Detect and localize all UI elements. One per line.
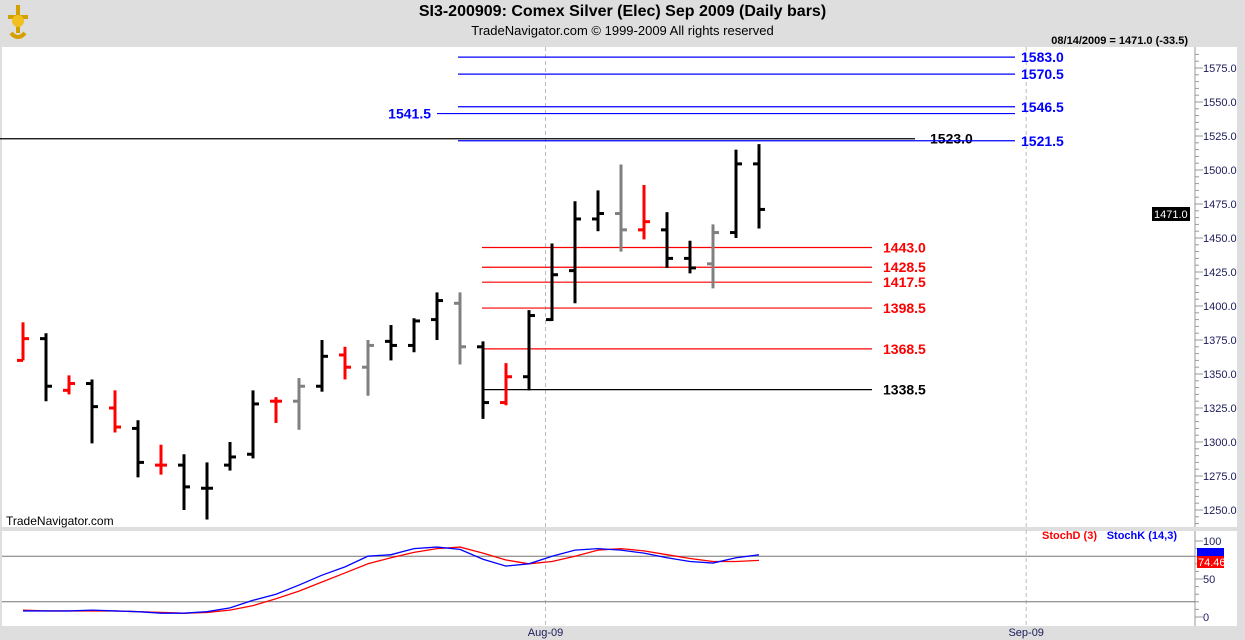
ohlc-bar [661,212,673,268]
ohlc-bar [109,390,121,433]
stochd-value: 74.46 [1198,557,1226,569]
last-quote: 08/14/2009 = 1471.0 (-33.5) [1051,35,1188,47]
ohlc-bar [247,390,259,459]
y-tick-label: 1450.0 [1203,233,1237,245]
ohlc-bar [592,190,604,232]
ohlc-bar [569,201,581,304]
level-label: 1541.5 [388,106,431,122]
y-tick-label: 1425.0 [1203,267,1237,279]
ohlc-bar [201,462,213,520]
stochd-legend: StochD (3) [1042,530,1097,542]
chart-title: SI3-200909: Comex Silver (Elec) Sep 2009… [418,3,827,20]
stoch-tick-label: 50 [1203,574,1215,586]
level-label: 1428.5 [883,259,926,275]
ohlc-bar [684,240,696,274]
last-price-value: 1471.0 [1154,209,1188,221]
ohlc-bar [431,292,443,340]
ohlc-bar [63,375,75,395]
y-tick-label: 1400.0 [1203,301,1237,313]
price-axis [1195,47,1237,527]
ohlc-bar [40,333,52,402]
ohlc-bar [753,144,765,229]
level-label: 1338.5 [883,382,926,398]
level-label: 1523.0 [930,131,973,147]
ohlc-bar [638,184,650,240]
copyright-subtitle: TradeNavigator.com © 1999-2009 All right… [471,23,774,38]
ohlc-bar [615,164,627,252]
ohlc-bar [132,420,144,478]
stochk-value-tag [1197,548,1224,557]
ohlc-bar [477,341,489,419]
x-tick-label: Sep-09 [1008,627,1043,639]
ohlc-bar [454,292,466,365]
level-label: 1570.5 [1021,66,1064,82]
y-tick-label: 1300.0 [1203,437,1237,449]
ohlc-bar [707,224,719,289]
y-tick-label: 1375.0 [1203,335,1237,347]
ohlc-bar [546,243,558,322]
level-label: 1443.0 [883,240,926,256]
y-tick-label: 1525.0 [1203,131,1237,143]
main-plot-area [2,47,1195,527]
y-tick-label: 1275.0 [1203,471,1237,483]
ohlc-bar [523,310,535,391]
ohlc-bar [339,346,351,380]
stochd-value-tag [1197,556,1224,568]
ohlc-bar [178,454,190,510]
y-tick-label: 1350.0 [1203,369,1237,381]
ohlc-bar [293,378,305,430]
last-price-tag [1152,207,1190,221]
ohlc-bar [155,444,167,475]
chart-header: SI3-200909: Comex Silver (Elec) Sep 2009… [0,0,1245,47]
ohlc-bar [730,149,742,238]
level-label: 1521.5 [1021,133,1064,149]
y-tick-label: 1500.0 [1203,165,1237,177]
ohlc-bar [17,322,29,362]
ohlc-bar [362,340,374,396]
stochk-legend: StochK (14,3) [1107,530,1178,542]
ohlc-bar [500,363,512,406]
stoch-tick-label: 100 [1203,536,1221,548]
level-label: 1417.5 [883,274,926,290]
watermark: TradeNavigator.com [6,514,114,528]
ohlc-bar [385,325,397,361]
ohlc-bar [224,442,236,471]
stochk-line [23,546,760,614]
ohlc-bar [270,397,282,423]
level-label: 1368.5 [883,341,926,357]
level-label: 1398.5 [883,300,926,316]
ohlc-bar [86,379,98,444]
level-label: 1583.0 [1021,49,1064,65]
trade-navigator-logo-icon [8,5,28,39]
level-label: 1546.5 [1021,99,1064,115]
stoch-tick-label: 0 [1203,612,1209,624]
stoch-plot-area [2,531,1195,626]
y-tick-label: 1575.0 [1203,63,1237,75]
ohlc-bar [316,340,328,392]
y-tick-label: 1550.0 [1203,97,1237,109]
x-tick-label: Aug-09 [528,627,563,639]
y-tick-label: 1325.0 [1203,403,1237,415]
y-tick-label: 1250.0 [1203,505,1237,517]
ohlc-bar [408,318,420,353]
y-tick-label: 1475.0 [1203,199,1237,211]
